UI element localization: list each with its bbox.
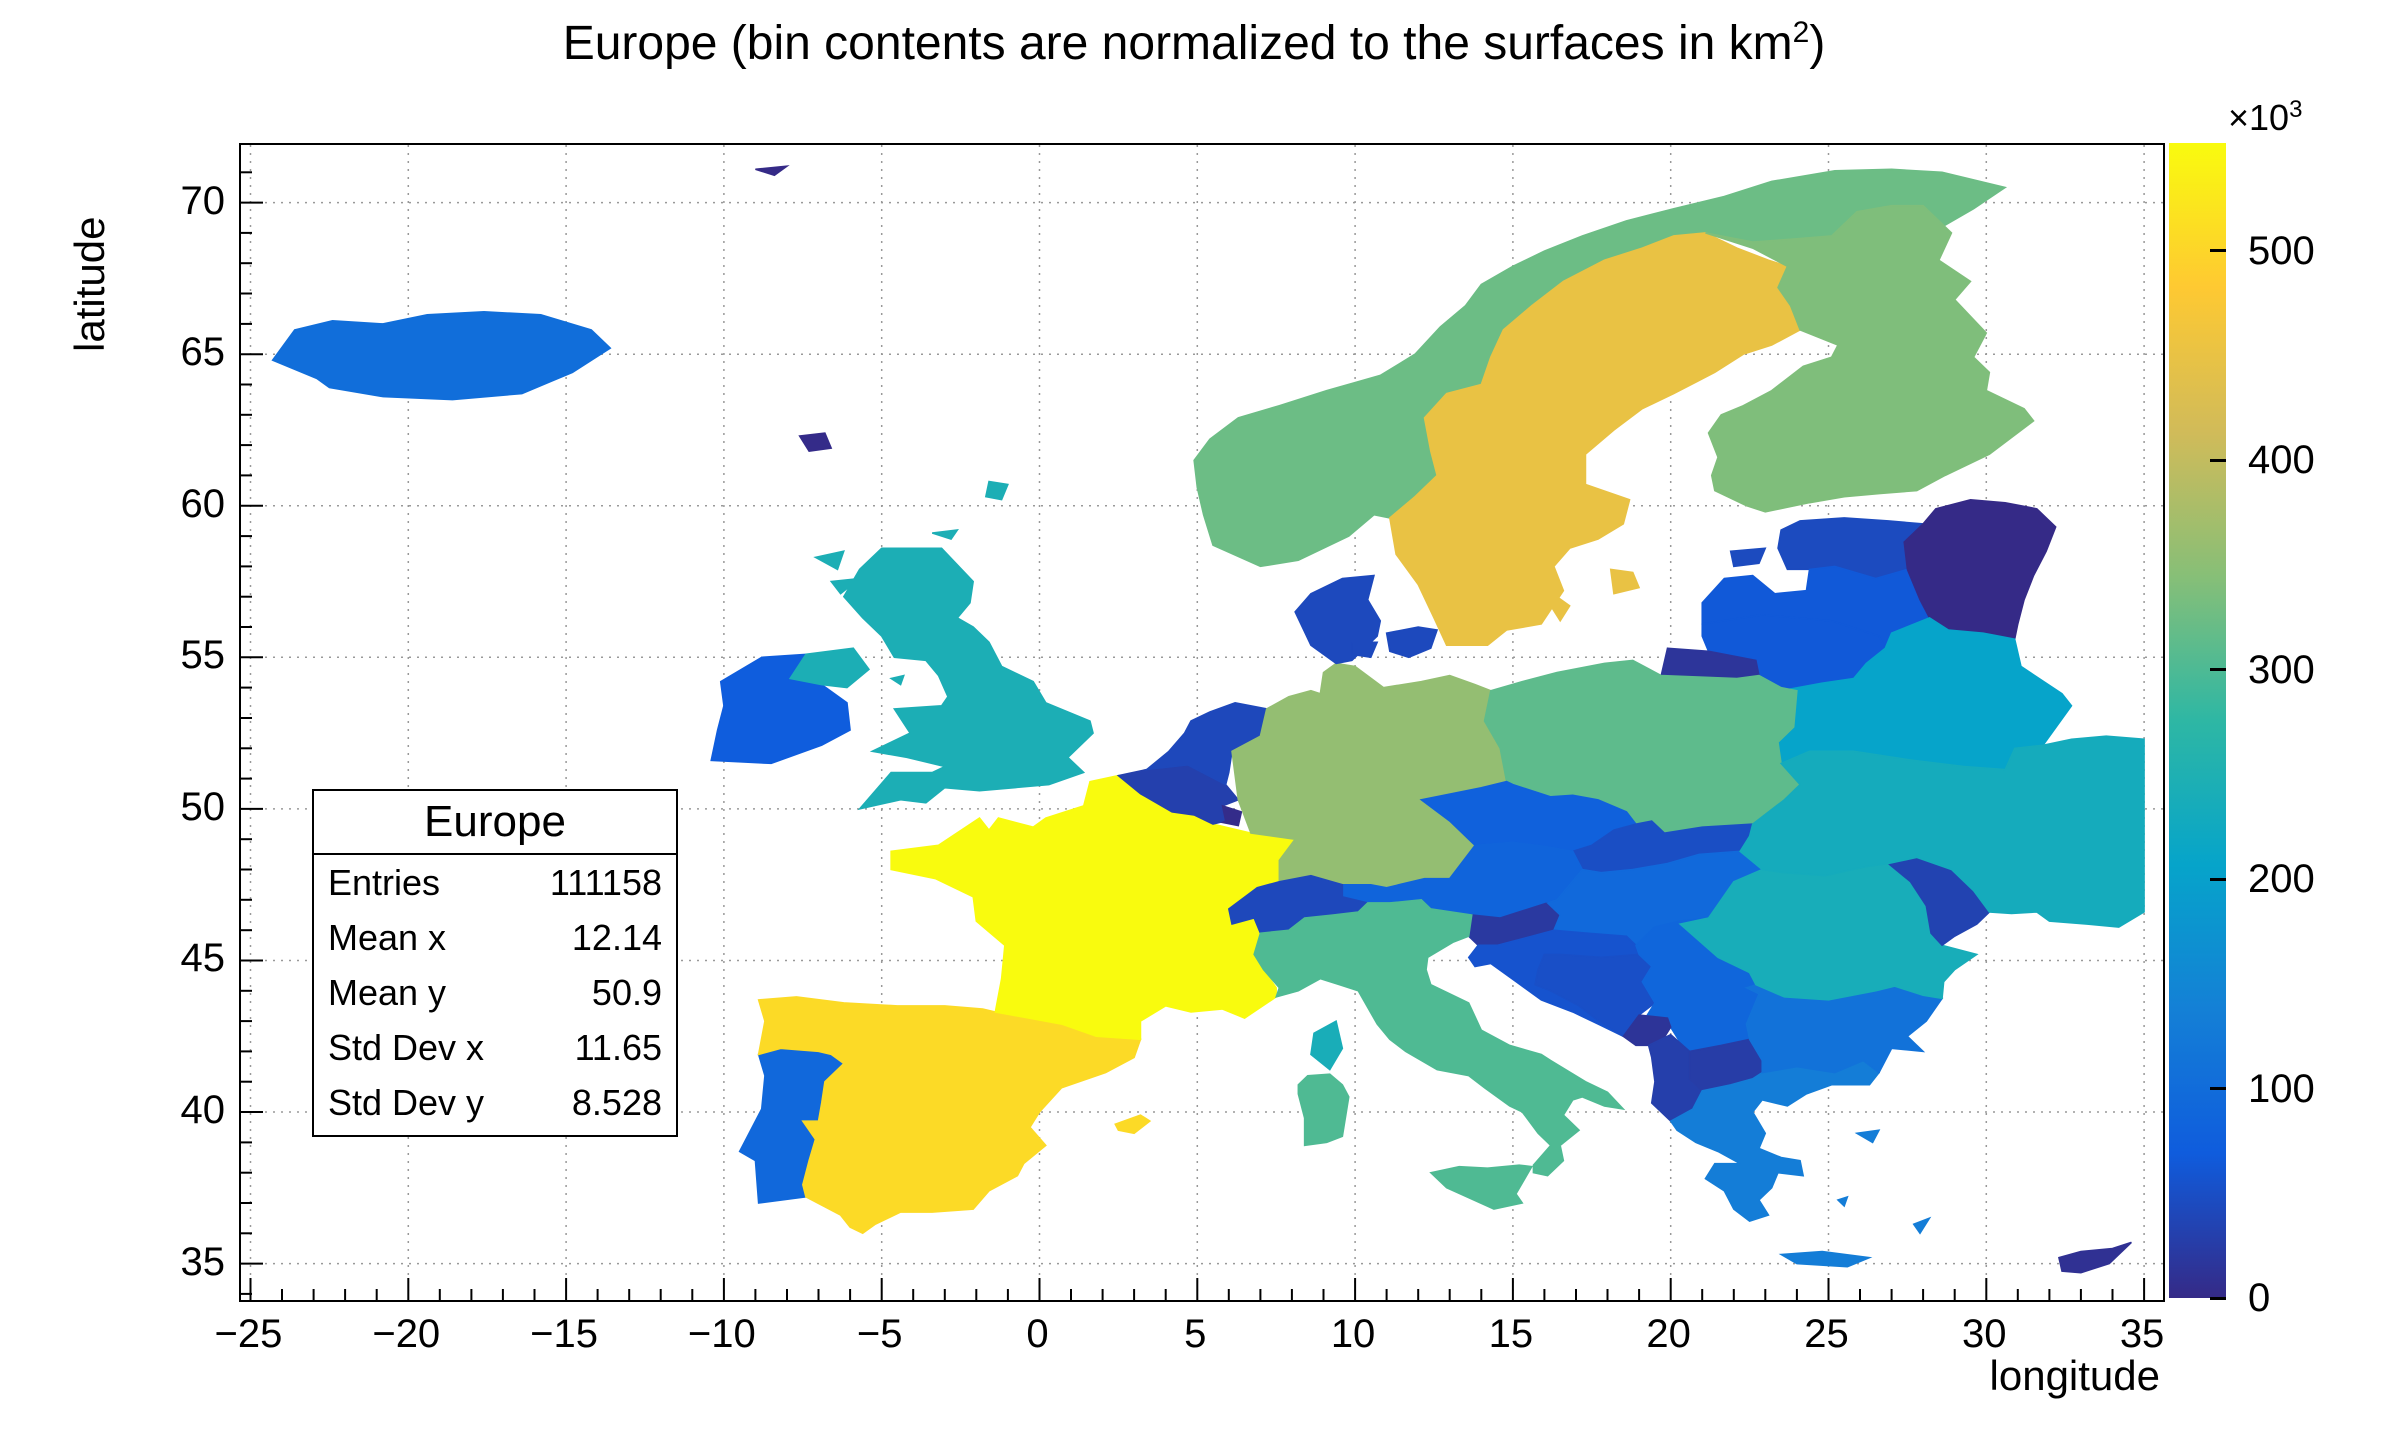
region-estonia: [1729, 547, 1767, 568]
x-tick-label: 35: [2119, 1312, 2165, 1356]
region-united-kingdom: [842, 547, 1094, 811]
stats-row-mean-y: Mean y 50.9: [328, 972, 662, 1013]
x-tick-label: −5: [856, 1312, 903, 1356]
plot-title-text: Europe (bin contents are normalized to t…: [562, 17, 1793, 70]
region-united-kingdom: [813, 550, 845, 571]
region-iceland: [271, 310, 612, 401]
region-sweden: [1388, 232, 1802, 646]
region-estonia: [1777, 517, 1925, 580]
x-tick-label: 0: [1026, 1312, 1049, 1356]
region-faroe-islands: [798, 432, 833, 453]
colorbar-tick: [2210, 1296, 2226, 1300]
colorbar-tick: [2210, 458, 2226, 462]
region-italy: [1297, 1073, 1350, 1147]
region-spain: [1114, 1114, 1152, 1135]
colorbar-tick: [2210, 1087, 2226, 1091]
region-denmark: [1351, 641, 1379, 659]
region-luxembourg: [1220, 804, 1243, 827]
colorbar-tick-label: 0: [2248, 1276, 2271, 1320]
region-greece: [1854, 1129, 1881, 1144]
region-italy: [1429, 1164, 1534, 1210]
region-greece: [1778, 1250, 1873, 1268]
colorbar-tick-label: 100: [2248, 1066, 2315, 1111]
colorbar-exponent-label: ×103: [2228, 96, 2303, 138]
region-spain: [757, 996, 1142, 1235]
plot-title-superscript: 2: [1792, 16, 1810, 49]
colorbar-tick: [2210, 877, 2226, 881]
region-united-kingdom: [829, 577, 863, 595]
y-tick-label: 35: [180, 1239, 226, 1284]
stats-box-title: Europe: [314, 791, 676, 855]
x-axis-title: longitude: [1989, 1352, 2160, 1399]
x-tick-label: 15: [1488, 1312, 1534, 1356]
x-tick-label: −15: [530, 1312, 598, 1356]
region-greece: [1912, 1216, 1932, 1235]
plot-title-suffix: ): [1809, 17, 1826, 70]
x-tick-label: 25: [1804, 1312, 1849, 1356]
colorbar-tick: [2210, 249, 2226, 253]
x-tick-label: 10: [1330, 1312, 1376, 1356]
region-ukraine: [1739, 735, 2145, 928]
region-corsica: [1310, 1019, 1344, 1071]
region-jan-mayen: [755, 165, 790, 177]
colorbar-tick-label: 400: [2248, 438, 2315, 483]
region-bulgaria: [1744, 983, 1944, 1074]
region-united-kingdom: [889, 674, 905, 686]
region-cyprus: [2058, 1241, 2132, 1274]
europe-map-svg: [241, 145, 2163, 1300]
colorbar-tick-label: 300: [2248, 647, 2315, 692]
y-tick-label: 40: [180, 1088, 226, 1133]
colorbar-tick: [2210, 668, 2226, 672]
stats-row-mean-x: Mean x 12.14: [328, 917, 662, 958]
x-tick-label: −10: [687, 1312, 756, 1356]
x-tick-label: 5: [1184, 1312, 1207, 1356]
y-tick-label: 50: [180, 784, 226, 829]
region-russia-clipped: [1903, 498, 2057, 640]
stats-row-std-dev-y: Std Dev y 8.528: [328, 1082, 662, 1123]
region-united-kingdom: [788, 647, 871, 689]
region-sweden: [1609, 568, 1641, 595]
stats-row-std-dev-x: Std Dev x 11.65: [328, 1027, 662, 1068]
x-tick-label: 30: [1962, 1312, 2007, 1356]
region-finland: [1705, 204, 2035, 513]
region-denmark: [1385, 626, 1439, 659]
region-sweden: [1549, 595, 1571, 623]
y-tick-label: 60: [180, 481, 226, 526]
plot-title: Europe (bin contents are normalized to t…: [0, 16, 2388, 71]
region-united-kingdom: [931, 529, 959, 540]
plot-frame: [239, 143, 2165, 1302]
y-tick-label: 55: [180, 633, 226, 678]
colorbar-tick-label: 200: [2248, 857, 2315, 902]
color-scale-bar: [2169, 143, 2226, 1298]
region-united-kingdom: [984, 480, 1009, 501]
y-tick-label: 65: [180, 330, 226, 375]
stats-row-entries: Entries 111158: [328, 862, 662, 903]
region-greece: [1836, 1195, 1849, 1208]
y-tick-label: 45: [180, 936, 226, 981]
x-tick-label: 20: [1646, 1312, 1691, 1356]
x-tick-label: −20: [372, 1312, 441, 1356]
x-tick-label: −25: [214, 1312, 283, 1356]
region-italy: [1253, 899, 1626, 1177]
colorbar-tick-label: 500: [2248, 228, 2315, 273]
y-tick-label: 70: [180, 178, 226, 223]
region-montenegro: [1622, 1014, 1672, 1047]
